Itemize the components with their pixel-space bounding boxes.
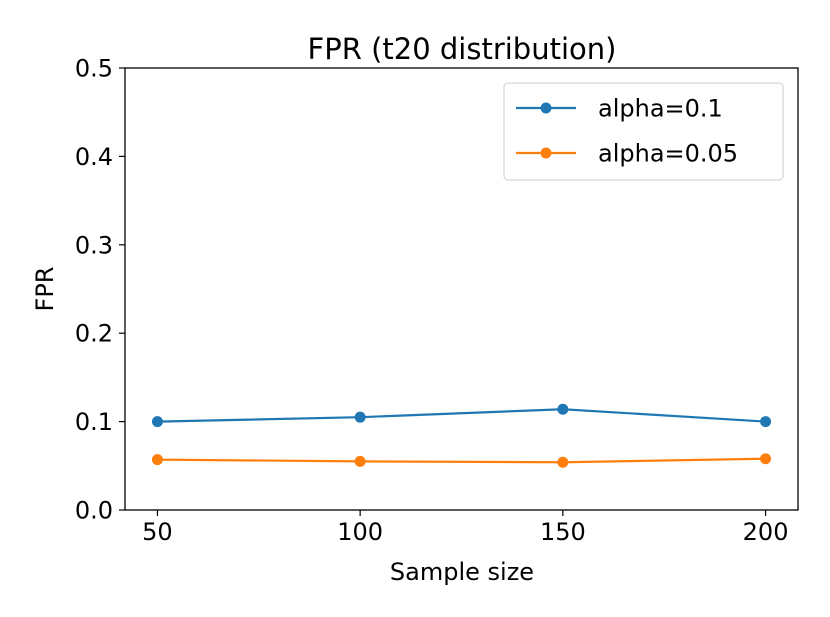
y-axis-label: FPR [31, 267, 59, 312]
chart-title: FPR (t20 distribution) [308, 32, 617, 66]
series-line-1 [157, 408, 766, 423]
y-tick-label: 0.0 [75, 497, 113, 525]
series-layer [151, 403, 772, 468]
x-axis-label: Sample size [390, 558, 534, 586]
data-point [151, 454, 163, 466]
data-point [557, 456, 569, 468]
series-line-2 [157, 457, 766, 464]
y-tick-label: 0.3 [75, 231, 113, 259]
y-tick-label: 0.1 [75, 408, 113, 436]
legend-marker [540, 147, 552, 159]
data-point [557, 403, 569, 415]
x-tick-label: 200 [743, 518, 789, 546]
x-tick-label: 150 [540, 518, 586, 546]
legend-label: alpha=0.05 [598, 140, 738, 168]
data-point [760, 416, 772, 428]
y-tick-label: 0.2 [75, 320, 113, 348]
legend-marker [540, 102, 552, 114]
legend-label: alpha=0.1 [598, 95, 723, 123]
data-point [354, 411, 366, 423]
y-tick-label: 0.4 [75, 143, 113, 171]
ticks-layer: 50 100 150 200 0.0 0.1 0.2 0.3 0.4 0.5 [75, 55, 789, 547]
data-point [760, 453, 772, 465]
plot-frame [124, 67, 799, 511]
x-tick-label: 50 [142, 518, 173, 546]
data-point [151, 416, 163, 428]
x-tick-label: 100 [337, 518, 383, 546]
legend: alpha=0.1 alpha=0.05 [503, 82, 784, 181]
data-point [354, 455, 366, 467]
y-tick-label: 0.5 [75, 55, 113, 83]
